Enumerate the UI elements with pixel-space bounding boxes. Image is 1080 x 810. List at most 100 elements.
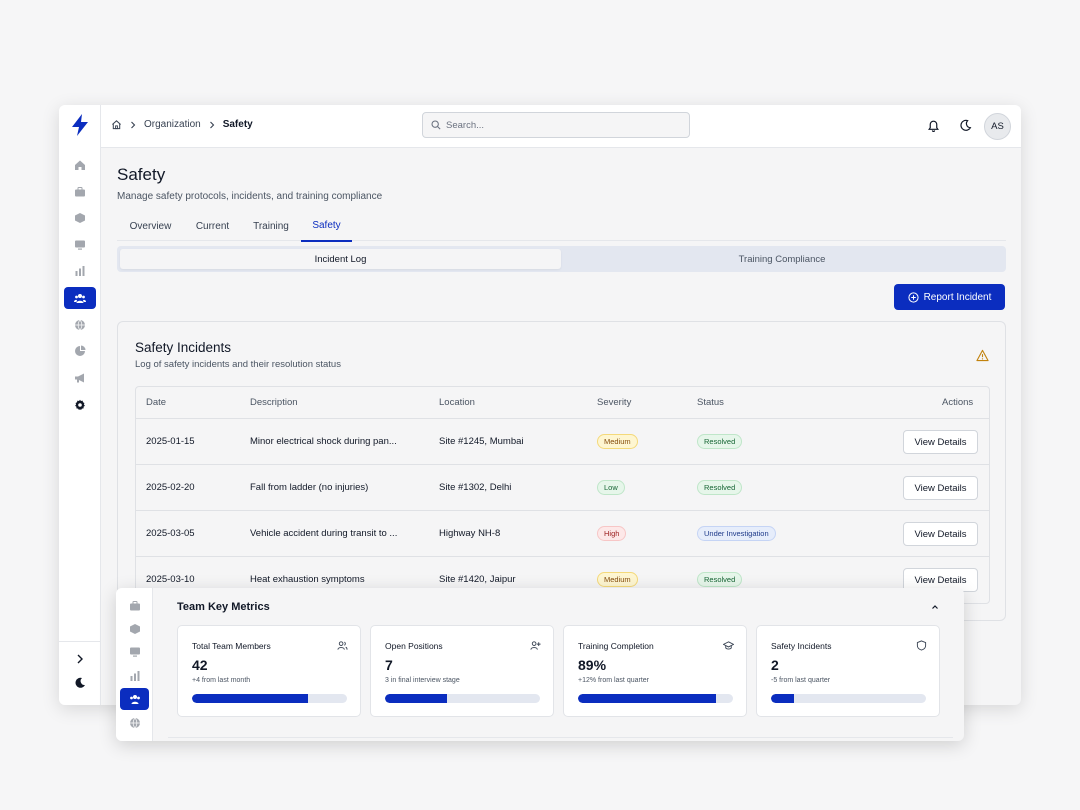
warning-triangle-icon — [976, 349, 989, 362]
metric-progress-bar — [385, 694, 540, 703]
sidebar-item-team[interactable] — [64, 287, 96, 309]
table-row: 2025-01-15 Minor electrical shock during… — [136, 419, 989, 465]
metric-card-training-completion: Training Completion 89% +12% from last q… — [563, 625, 747, 717]
tab-training[interactable]: Training — [253, 220, 289, 232]
sidebar-item-analytics[interactable] — [64, 260, 96, 282]
chevron-right-icon — [209, 121, 214, 128]
metric-note: +4 from last month — [192, 677, 251, 684]
bolt-logo-icon[interactable] — [71, 114, 89, 136]
sidebar-item-box[interactable] — [64, 207, 96, 229]
metric-card-team-members: Total Team Members 42 +4 from last month — [177, 625, 361, 717]
gear-icon — [75, 399, 85, 410]
breadcrumb-organization[interactable]: Organization — [144, 119, 201, 130]
bar-chart-icon — [130, 671, 139, 681]
view-details-button[interactable]: View Details — [903, 476, 978, 500]
sidebar-item-team[interactable] — [120, 688, 149, 710]
sidebar-item-box[interactable] — [120, 618, 149, 640]
pie-chart-icon — [75, 345, 86, 356]
breadcrumb-current: Safety — [222, 119, 253, 130]
sidebar — [59, 105, 101, 705]
metric-progress-fill — [192, 694, 309, 703]
sidebar-item-reports[interactable] — [64, 340, 96, 362]
safety-incidents-card: Safety Incidents Log of safety incidents… — [117, 321, 1006, 621]
sidebar-item-analytics[interactable] — [120, 665, 149, 687]
sidebar-item-globe[interactable] — [120, 712, 149, 734]
metric-label: Open Positions — [385, 641, 443, 651]
card-title: Safety Incidents — [135, 340, 232, 355]
incident-description: Minor electrical shock during pan... — [250, 436, 397, 447]
metric-note: +12% from last quarter — [578, 677, 650, 684]
report-incident-label: Report Incident — [923, 291, 992, 303]
box-icon — [129, 624, 140, 634]
sidebar-item-announcements[interactable] — [64, 367, 96, 389]
search-box[interactable] — [422, 112, 690, 138]
sidebar-item-monitor[interactable] — [120, 641, 149, 663]
overlay-sidebar — [116, 588, 153, 741]
users-icon — [337, 641, 348, 650]
metric-progress-fill — [578, 694, 716, 703]
sidebar-item-briefcase[interactable] — [64, 181, 96, 203]
page-subtitle: Manage safety protocols, incidents, and … — [117, 191, 383, 202]
sidebar-divider — [59, 641, 101, 642]
column-header: Date — [146, 397, 167, 408]
breadcrumb: Organization Safety — [111, 119, 253, 130]
sidebar-item-monitor[interactable] — [64, 234, 96, 256]
incident-location: Site #1420, Jaipur — [439, 574, 516, 585]
plus-circle-icon — [907, 291, 919, 303]
report-incident-button[interactable]: Report Incident — [894, 284, 1005, 310]
metric-label: Safety Incidents — [771, 641, 832, 651]
team-metrics-panel: Team Key Metrics Total Team Members 42 +… — [116, 588, 964, 741]
monitor-icon — [75, 240, 85, 250]
chevron-right-icon — [77, 654, 83, 664]
search-icon — [431, 120, 441, 130]
incident-date: 2025-03-05 — [146, 528, 195, 539]
column-header: Severity — [597, 397, 632, 408]
column-header: Status — [697, 397, 724, 408]
tab-safety[interactable]: Safety — [301, 211, 352, 242]
search-input[interactable] — [446, 119, 666, 131]
megaphone-icon — [75, 373, 84, 383]
briefcase-icon — [129, 601, 140, 611]
tab-overview[interactable]: Overview — [129, 220, 172, 232]
metric-progress-bar — [192, 694, 347, 703]
severity-badge: Medium — [597, 434, 638, 449]
status-badge: Resolved — [697, 480, 743, 495]
home-icon — [75, 160, 85, 170]
app-window: Organization Safety AS Safety Manage saf… — [59, 105, 1021, 705]
briefcase-icon — [75, 187, 85, 197]
chevron-up-icon[interactable] — [930, 602, 940, 612]
column-header: Location — [439, 397, 475, 408]
view-details-button[interactable]: View Details — [903, 430, 978, 454]
sidebar-theme-toggle[interactable] — [64, 672, 96, 694]
column-header: Description — [250, 397, 298, 408]
table-row: 2025-03-05 Vehicle accident during trans… — [136, 511, 989, 557]
notifications-button[interactable] — [925, 117, 941, 133]
subtab-training-compliance[interactable]: Training Compliance — [738, 253, 826, 265]
bell-icon — [927, 120, 939, 132]
sidebar-item-briefcase[interactable] — [120, 595, 149, 617]
sidebar-item-settings[interactable] — [64, 394, 96, 416]
theme-toggle-button[interactable] — [957, 117, 973, 133]
sidebar-expand-button[interactable] — [64, 648, 96, 670]
card-subtitle: Log of safety incidents and their resolu… — [135, 359, 341, 370]
user-plus-icon — [530, 641, 541, 650]
view-details-button[interactable]: View Details — [903, 522, 978, 546]
severity-badge: Medium — [597, 572, 638, 587]
metric-progress-bar — [771, 694, 926, 703]
metric-value: 7 — [385, 657, 393, 673]
tab-current[interactable]: Current — [195, 220, 230, 232]
monitor-icon — [129, 647, 140, 657]
status-badge: Resolved — [697, 572, 743, 587]
sidebar-item-home[interactable] — [64, 154, 96, 176]
status-badge: Resolved — [697, 434, 743, 449]
sidebar-item-globe[interactable] — [64, 314, 96, 336]
subtab-incident-log[interactable]: Incident Log — [120, 249, 561, 269]
home-icon[interactable] — [111, 119, 122, 130]
column-header: Actions — [942, 397, 974, 408]
box-icon — [75, 213, 85, 223]
users-icon — [74, 294, 86, 303]
page-title: Safety — [117, 165, 166, 184]
metrics-title: Team Key Metrics — [177, 601, 270, 613]
chevron-right-icon — [131, 121, 136, 128]
user-avatar[interactable]: AS — [984, 113, 1011, 140]
